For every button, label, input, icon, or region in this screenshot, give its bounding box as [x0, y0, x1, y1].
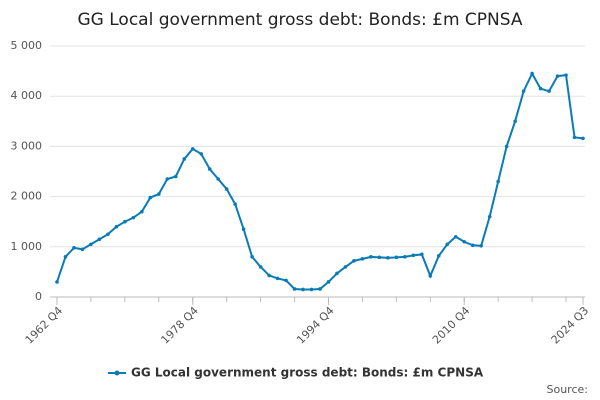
data-point [55, 280, 59, 284]
data-point [292, 287, 297, 291]
chart-title: GG Local government gross debt: Bonds: £… [78, 10, 523, 30]
data-point [496, 179, 500, 184]
x-tick-label: 2024 Q3 [549, 304, 592, 347]
data-point [487, 214, 492, 219]
data-point [275, 276, 280, 281]
data-point [394, 255, 399, 260]
data-point [233, 202, 237, 206]
data-point [190, 147, 195, 151]
data-point [352, 259, 356, 263]
data-point [470, 243, 475, 248]
data-point [301, 287, 305, 292]
x-tick-label: 1994 Q4 [294, 304, 337, 347]
data-point [131, 215, 136, 220]
data-point [572, 135, 577, 140]
legend-label: GG Local government gross debt: Bonds: £… [131, 366, 484, 380]
data-point [318, 287, 322, 291]
y-tick-label: 2 000 [11, 190, 43, 203]
data-point [555, 74, 560, 78]
data-point [360, 257, 365, 261]
data-point [436, 254, 441, 258]
x-tick-label: 1962 Q4 [23, 304, 66, 347]
y-tick-label: 1 000 [11, 240, 43, 253]
y-tick-label: 4 000 [11, 89, 43, 102]
data-point [207, 167, 212, 171]
data-point [89, 242, 93, 247]
data-point [182, 157, 187, 161]
data-point [72, 246, 76, 250]
data-point [148, 195, 153, 200]
data-point [106, 232, 110, 237]
data-point [445, 242, 450, 247]
legend-marker [114, 370, 120, 376]
data-point [420, 252, 424, 257]
data-point [411, 253, 416, 258]
data-point [199, 152, 204, 156]
data-point [63, 255, 68, 259]
data-point [403, 255, 407, 259]
data-point [504, 144, 509, 149]
data-point [165, 177, 170, 181]
data-point [267, 273, 271, 278]
data-point [521, 89, 526, 93]
data-point [581, 136, 585, 141]
data-point [114, 224, 119, 229]
x-tick-label: 2010 Q4 [430, 304, 473, 347]
data-point [462, 239, 467, 244]
data-point [216, 177, 220, 181]
data-point [157, 192, 161, 196]
y-tick-label: 0 [35, 290, 42, 303]
data-point [123, 219, 127, 224]
x-tick-label: 1978 Q4 [158, 304, 201, 347]
data-point [343, 265, 348, 269]
data-point [97, 237, 102, 242]
y-tick-label: 5 000 [11, 39, 43, 52]
y-tick-label: 3 000 [11, 139, 43, 152]
data-line [56, 71, 584, 291]
data-point [453, 234, 458, 239]
data-point [326, 280, 331, 284]
data-point [428, 274, 433, 278]
data-point [547, 89, 551, 93]
data-point [479, 243, 483, 248]
data-point [335, 271, 339, 276]
data-point [258, 265, 263, 269]
data-point [224, 187, 229, 191]
data-point [309, 287, 314, 292]
source: Source: [547, 383, 589, 396]
data-point [369, 255, 373, 259]
data-point [513, 119, 517, 124]
data-point [538, 86, 543, 91]
data-point [377, 255, 382, 260]
data-point [140, 209, 144, 214]
data-point [80, 247, 85, 252]
data-point [284, 278, 288, 283]
data-point [530, 71, 534, 76]
data-point [241, 227, 246, 232]
data-point [173, 174, 178, 179]
data-point [250, 255, 254, 259]
data-point [564, 73, 568, 77]
data-point [386, 256, 390, 260]
